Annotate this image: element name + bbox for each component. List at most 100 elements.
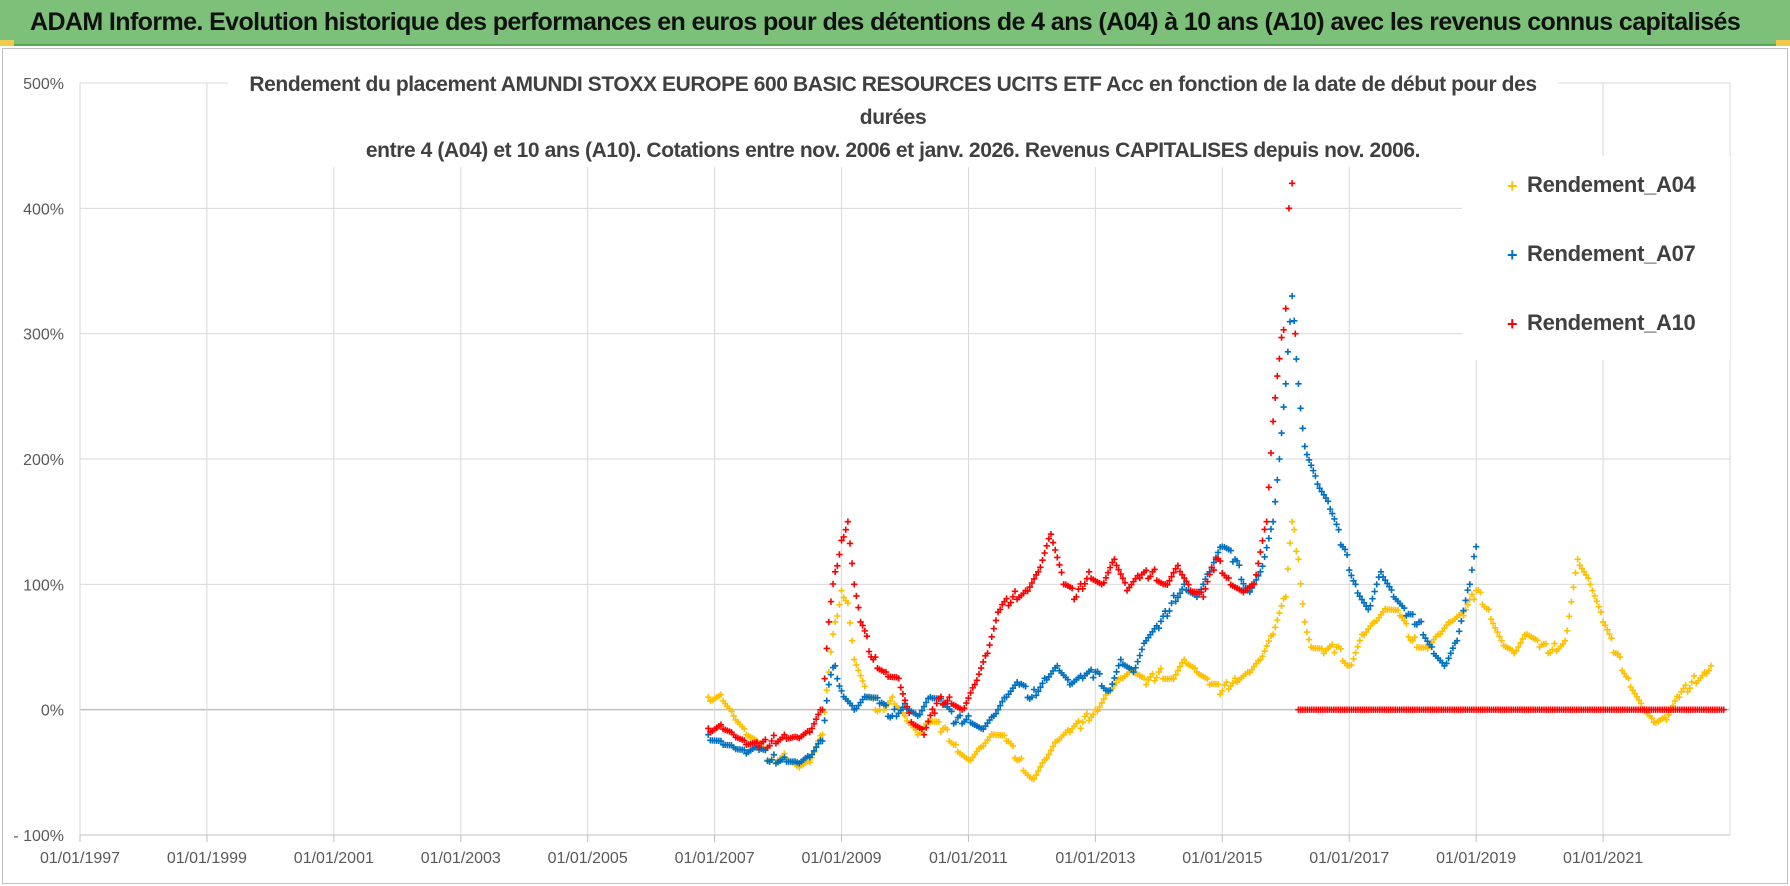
- data-point-interp: [1087, 666, 1095, 673]
- data-point-interp: [1322, 494, 1330, 502]
- data-point: [882, 668, 890, 676]
- data-point-interp: [1172, 598, 1179, 605]
- data-point-interp: [1373, 581, 1380, 588]
- data-point-interp: [1276, 609, 1283, 617]
- data-point-interp: [827, 598, 835, 605]
- data-point-interp: [823, 697, 830, 704]
- data-point-interp: [810, 720, 818, 728]
- data-point-interp: [1109, 559, 1116, 566]
- data-point-interp: [1494, 628, 1501, 636]
- data-point-interp: [1216, 691, 1224, 698]
- data-point-interp: [1032, 692, 1040, 699]
- data-point-interp: [1181, 574, 1188, 582]
- data-point-interp: [1358, 596, 1366, 603]
- data-point: [1288, 180, 1296, 187]
- data-point-interp: [891, 706, 898, 713]
- data-point-interp: [1174, 667, 1182, 674]
- data-point-interp: [1223, 678, 1230, 686]
- data-point: [838, 537, 845, 544]
- data-point: [717, 721, 725, 728]
- data-point-interp: [1003, 595, 1010, 602]
- data-point-interp: [1341, 546, 1349, 553]
- data-point-interp: [829, 630, 837, 638]
- data-point-interp: [1447, 650, 1454, 657]
- x-tick-label: 01/01/2005: [548, 850, 628, 867]
- banner-accent-right: [1776, 40, 1790, 46]
- y-tick-label: 400%: [23, 201, 64, 218]
- data-point-interp: [1028, 579, 1036, 587]
- data-point-interp: [848, 560, 856, 567]
- series-rendement-a07: [705, 292, 1480, 767]
- data-point-interp: [994, 706, 1002, 713]
- data-point: [1155, 668, 1163, 676]
- data-point-interp: [1132, 664, 1139, 671]
- data-point-interp: [1534, 637, 1541, 644]
- data-point-interp: [1178, 571, 1186, 578]
- x-tick-label: 01/01/1997: [40, 850, 120, 867]
- data-point-interp: [846, 619, 854, 627]
- data-point: [1409, 637, 1416, 644]
- data-point-interp: [1398, 613, 1406, 621]
- data-point: [844, 518, 852, 525]
- data-point-interp: [1542, 640, 1550, 647]
- data-point: [1285, 205, 1293, 212]
- data-point-interp: [1238, 576, 1245, 583]
- data-point-interp: [961, 704, 968, 712]
- data-point-interp: [853, 592, 860, 600]
- data-point-interp: [1329, 641, 1336, 648]
- data-point-interp: [1297, 405, 1304, 412]
- data-point-interp: [918, 707, 926, 714]
- data-point-interp: [1090, 674, 1097, 681]
- data-point: [831, 568, 839, 575]
- data-point: [1282, 380, 1289, 387]
- data-point-interp: [1671, 697, 1679, 705]
- data-point-interp: [1151, 566, 1158, 573]
- data-point: [971, 681, 979, 688]
- data-point: [1720, 706, 1727, 713]
- data-point-interp: [1422, 634, 1429, 642]
- data-point-interp: [1134, 658, 1141, 665]
- data-point-interp: [1394, 606, 1402, 614]
- data-point-interp: [992, 710, 1000, 717]
- data-point-interp: [741, 725, 748, 733]
- data-point-interp: [920, 703, 928, 710]
- data-point-interp: [1045, 751, 1053, 758]
- data-point: [1168, 599, 1175, 607]
- data-point-interp: [1316, 485, 1323, 492]
- data-point-interp: [903, 703, 911, 710]
- data-point-interp: [827, 648, 835, 655]
- data-point-interp: [1147, 573, 1154, 580]
- data-point: [1079, 719, 1086, 726]
- data-point-interp: [1117, 570, 1124, 578]
- data-point-interp: [1168, 573, 1175, 580]
- data-point-interp: [1343, 551, 1351, 558]
- data-point-interp: [1299, 425, 1306, 432]
- data-point-interp: [1333, 521, 1340, 528]
- data-point-interp: [1371, 588, 1378, 595]
- data-point: [1269, 418, 1277, 425]
- data-point-interp: [872, 653, 879, 661]
- data-point-interp: [1045, 535, 1053, 542]
- data-point: [952, 741, 959, 748]
- data-point-interp: [1257, 548, 1264, 556]
- data-point: [819, 737, 826, 745]
- data-point-interp: [1206, 571, 1213, 578]
- data-point-interp: [1593, 598, 1600, 605]
- data-point: [1365, 606, 1372, 613]
- data-point: [1498, 637, 1505, 644]
- data-point: [1130, 668, 1137, 676]
- data-point-interp: [1041, 549, 1048, 557]
- data-point: [1054, 662, 1061, 669]
- data-point: [768, 737, 775, 745]
- data-point-interp: [1293, 548, 1300, 555]
- data-point-interp: [990, 625, 998, 632]
- data-point: [1625, 675, 1632, 682]
- data-point-interp: [1077, 725, 1084, 732]
- data-point-interp: [1470, 553, 1478, 560]
- data-point-interp: [810, 747, 818, 755]
- data-point-interp: [969, 684, 976, 692]
- data-point-interp: [1035, 688, 1042, 695]
- data-point: [1292, 330, 1299, 337]
- data-point-interp: [1030, 775, 1038, 783]
